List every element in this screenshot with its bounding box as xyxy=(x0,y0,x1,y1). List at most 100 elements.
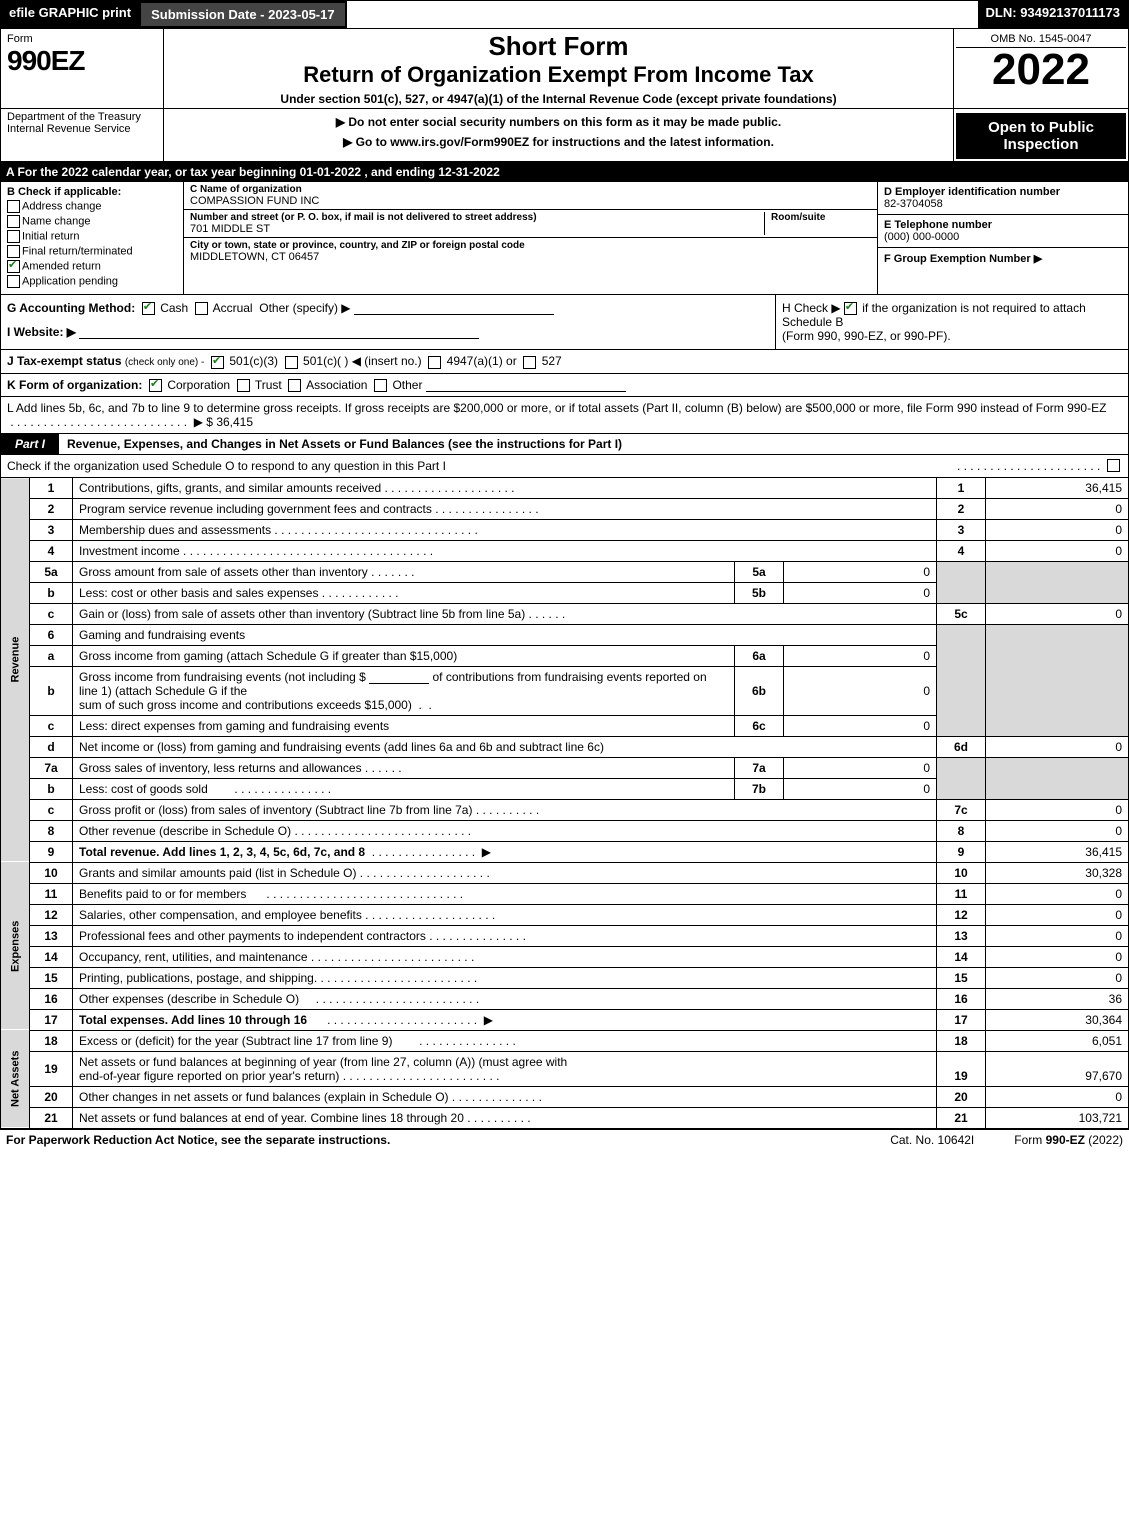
amended-return-checkbox[interactable] xyxy=(7,260,20,273)
line-5a-desc: Gross amount from sale of assets other t… xyxy=(79,565,368,579)
no-ssn-warning: ▶ Do not enter social security numbers o… xyxy=(170,115,947,129)
check-only-one: (check only one) - xyxy=(125,357,204,368)
line-18: Net Assets 18 Excess or (deficit) for th… xyxy=(1,1030,1129,1051)
line-15-desc: Printing, publications, postage, and shi… xyxy=(79,971,317,985)
other-specify-input[interactable] xyxy=(354,302,554,315)
501c3-checkbox[interactable] xyxy=(211,356,224,369)
schedule-o-checkbox[interactable] xyxy=(1107,459,1120,472)
line-12-amount: 0 xyxy=(986,904,1129,925)
line-7c-num: c xyxy=(30,799,73,820)
other-org-checkbox[interactable] xyxy=(374,379,387,392)
header-right: OMB No. 1545-0047 2022 xyxy=(954,29,1128,108)
application-pending-checkbox[interactable] xyxy=(7,275,20,288)
name-change-label: Name change xyxy=(22,215,91,227)
row-g: G Accounting Method: Cash Accrual Other … xyxy=(1,295,775,349)
row-l-text: L Add lines 5b, 6c, and 7b to line 9 to … xyxy=(7,401,1106,415)
line-17-desc: Total expenses. Add lines 10 through 16 xyxy=(79,1013,307,1027)
line-6b-desc1: Gross income from fundraising events (no… xyxy=(79,670,366,684)
initial-return-checkbox[interactable] xyxy=(7,230,20,243)
line-9-col: 9 xyxy=(937,841,986,862)
line-15-col: 15 xyxy=(937,967,986,988)
org-name: COMPASSION FUND INC xyxy=(190,195,871,207)
cash-label: Cash xyxy=(160,301,188,315)
line-11: 11 Benefits paid to or for members . . .… xyxy=(1,883,1129,904)
527-checkbox[interactable] xyxy=(523,356,536,369)
line-2-desc: Program service revenue including govern… xyxy=(79,502,432,516)
form-word: Form xyxy=(7,33,157,45)
line-8-col: 8 xyxy=(937,820,986,841)
ein-value: 82-3704058 xyxy=(884,198,1122,210)
footer-left: For Paperwork Reduction Act Notice, see … xyxy=(6,1133,850,1147)
lines-table: Revenue 1 Contributions, gifts, grants, … xyxy=(0,478,1129,1129)
line-17-col: 17 xyxy=(937,1009,986,1030)
association-checkbox[interactable] xyxy=(288,379,301,392)
line-18-col: 18 xyxy=(937,1030,986,1051)
row-l-arrow: ▶ $ xyxy=(194,415,213,429)
cash-checkbox[interactable] xyxy=(142,302,155,315)
line-8-amount: 0 xyxy=(986,820,1129,841)
line-5c-col: 5c xyxy=(937,603,986,624)
website-input[interactable] xyxy=(79,326,479,339)
line-16-amount: 36 xyxy=(986,988,1129,1009)
line-16: 16 Other expenses (describe in Schedule … xyxy=(1,988,1129,1009)
line-6-desc: Gaming and fundraising events xyxy=(73,624,937,645)
trust-label: Trust xyxy=(255,378,282,392)
line-10-col: 10 xyxy=(937,862,986,883)
line-19-desc2: end-of-year figure reported on prior yea… xyxy=(79,1069,339,1083)
line-6a-desc: Gross income from gaming (attach Schedul… xyxy=(73,645,735,666)
line-14: 14 Occupancy, rent, utilities, and maint… xyxy=(1,946,1129,967)
final-return-checkbox[interactable] xyxy=(7,245,20,258)
line-19-amount: 97,670 xyxy=(986,1051,1129,1086)
gross-receipts-value: 36,415 xyxy=(216,415,253,429)
association-label: Association xyxy=(306,378,367,392)
line-6c-subval: 0 xyxy=(784,715,937,736)
initial-return-label: Initial return xyxy=(22,230,79,242)
trust-checkbox[interactable] xyxy=(237,379,250,392)
line-3-col: 3 xyxy=(937,519,986,540)
line-9-desc: Total revenue. Add lines 1, 2, 3, 4, 5c,… xyxy=(79,845,365,859)
line-10: Expenses 10 Grants and similar amounts p… xyxy=(1,862,1129,883)
room-label: Room/suite xyxy=(771,212,871,223)
schedule-b-checkbox[interactable] xyxy=(844,302,857,315)
accrual-label: Accrual xyxy=(213,301,253,315)
name-change-checkbox[interactable] xyxy=(7,215,20,228)
dept-label: Department of the Treasury xyxy=(7,111,157,123)
header-center: Short Form Return of Organization Exempt… xyxy=(164,29,954,108)
line-5b-desc: Less: cost or other basis and sales expe… xyxy=(79,586,318,600)
line-14-desc: Occupancy, rent, utilities, and maintena… xyxy=(79,950,308,964)
corporation-checkbox[interactable] xyxy=(149,379,162,392)
line-5c: c Gain or (loss) from sale of assets oth… xyxy=(1,603,1129,624)
line-10-num: 10 xyxy=(30,862,73,883)
part1-tab: Part I xyxy=(1,434,59,454)
line-5b-num: b xyxy=(30,582,73,603)
instructions: ▶ Do not enter social security numbers o… xyxy=(164,109,954,161)
line-6d: d Net income or (loss) from gaming and f… xyxy=(1,736,1129,757)
line-20-num: 20 xyxy=(30,1086,73,1107)
other-org-input[interactable] xyxy=(426,379,626,392)
h-text1: H Check ▶ xyxy=(782,301,844,315)
line-6c-desc: Less: direct expenses from gaming and fu… xyxy=(73,715,735,736)
line-6b-input[interactable] xyxy=(369,671,429,684)
instruct-row: Department of the Treasury Internal Reve… xyxy=(0,109,1129,162)
info-block: B Check if applicable: Address change Na… xyxy=(0,182,1129,295)
line-13-desc: Professional fees and other payments to … xyxy=(79,929,426,943)
efile-label[interactable]: efile GRAPHIC print xyxy=(1,1,139,28)
line-11-num: 11 xyxy=(30,883,73,904)
open-public-box: Open to Public Inspection xyxy=(954,109,1128,161)
return-title: Return of Organization Exempt From Incom… xyxy=(170,62,947,88)
501c-checkbox[interactable] xyxy=(285,356,298,369)
line-21-num: 21 xyxy=(30,1107,73,1128)
accrual-checkbox[interactable] xyxy=(195,302,208,315)
address-change-checkbox[interactable] xyxy=(7,200,20,213)
line-20-amount: 0 xyxy=(986,1086,1129,1107)
line-3-amount: 0 xyxy=(986,519,1129,540)
part1-title: Revenue, Expenses, and Changes in Net As… xyxy=(59,434,1128,454)
part1-check-text: Check if the organization used Schedule … xyxy=(7,459,957,473)
4947-checkbox[interactable] xyxy=(428,356,441,369)
line-17-num: 17 xyxy=(30,1009,73,1030)
line-8: 8 Other revenue (describe in Schedule O)… xyxy=(1,820,1129,841)
line-7a-sublabel: 7a xyxy=(735,757,784,778)
line-1-amount: 36,415 xyxy=(986,478,1129,499)
goto-link[interactable]: ▶ Go to www.irs.gov/Form990EZ for instru… xyxy=(170,135,947,149)
line-2-amount: 0 xyxy=(986,498,1129,519)
